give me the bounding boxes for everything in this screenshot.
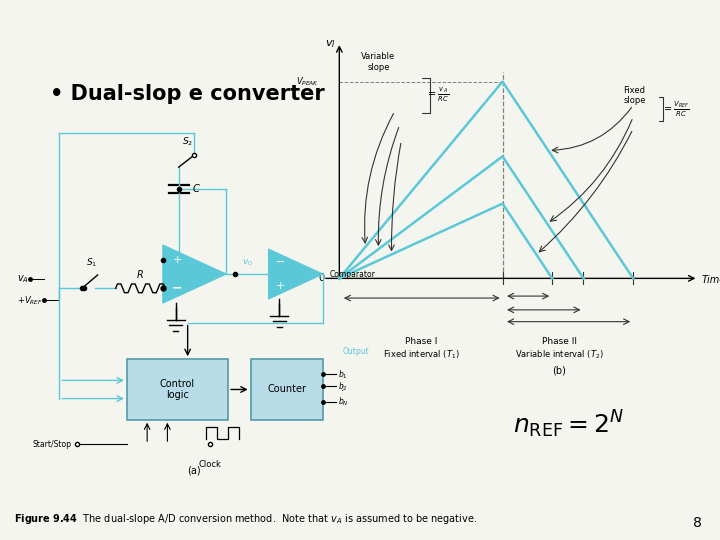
Text: $S_1$: $S_1$ <box>86 256 98 269</box>
Text: $v_0$: $v_0$ <box>242 258 253 268</box>
Text: $n_\mathrm{REF} = 2^N$: $n_\mathrm{REF} = 2^N$ <box>513 408 624 440</box>
Text: C: C <box>192 184 199 194</box>
Text: :: : <box>341 383 344 393</box>
Text: $V_{PEAK}$: $V_{PEAK}$ <box>297 76 320 88</box>
Text: Fixed
slope: Fixed slope <box>624 86 646 105</box>
Text: $v_I$: $v_I$ <box>325 38 336 50</box>
Text: $b_1$: $b_1$ <box>338 368 348 381</box>
FancyBboxPatch shape <box>251 359 323 420</box>
Text: $v_A$: $v_A$ <box>17 273 29 285</box>
FancyBboxPatch shape <box>127 359 228 420</box>
Text: $= \frac{V_{REF}}{RC}$: $= \frac{V_{REF}}{RC}$ <box>662 99 690 119</box>
Text: Variable
slope: Variable slope <box>361 52 395 72</box>
Text: −: − <box>276 257 286 267</box>
Text: R: R <box>137 270 144 280</box>
Polygon shape <box>269 249 323 299</box>
Text: (a): (a) <box>188 466 201 476</box>
Text: +: + <box>276 281 286 291</box>
Text: Start/Stop: Start/Stop <box>32 440 71 449</box>
Text: +: + <box>172 255 181 265</box>
Text: $b_2$: $b_2$ <box>338 380 348 393</box>
Text: Comparator: Comparator <box>330 269 375 279</box>
Text: −: − <box>172 282 182 295</box>
Text: Phase II: Phase II <box>542 337 577 346</box>
Text: Control
logic: Control logic <box>160 379 195 400</box>
Text: 8: 8 <box>693 516 702 530</box>
Text: Output: Output <box>343 347 369 356</box>
Text: Counter: Counter <box>267 384 306 395</box>
Text: (b): (b) <box>552 366 566 376</box>
Text: Phase I: Phase I <box>405 337 437 346</box>
Text: Variable interval ($T_2$): Variable interval ($T_2$) <box>515 349 603 361</box>
Text: • Dual-slop e converter: • Dual-slop e converter <box>50 84 325 104</box>
Text: 0: 0 <box>318 273 325 284</box>
Text: Time: Time <box>702 275 720 285</box>
Text: $\mathbf{Figure\ 9.44}$  The dual-slope A/D conversion method.  Note that $v_A$ : $\mathbf{Figure\ 9.44}$ The dual-slope A… <box>14 512 477 526</box>
Text: Fixed interval ($T_1$): Fixed interval ($T_1$) <box>382 349 459 361</box>
Text: $b_N$: $b_N$ <box>338 395 349 408</box>
Text: Clock: Clock <box>199 460 222 469</box>
Text: $+V_{REF}$: $+V_{REF}$ <box>17 294 42 307</box>
Text: $S_2$: $S_2$ <box>182 135 193 148</box>
Polygon shape <box>163 245 226 303</box>
Text: $= \frac{v_A}{RC}$: $= \frac{v_A}{RC}$ <box>426 86 449 104</box>
